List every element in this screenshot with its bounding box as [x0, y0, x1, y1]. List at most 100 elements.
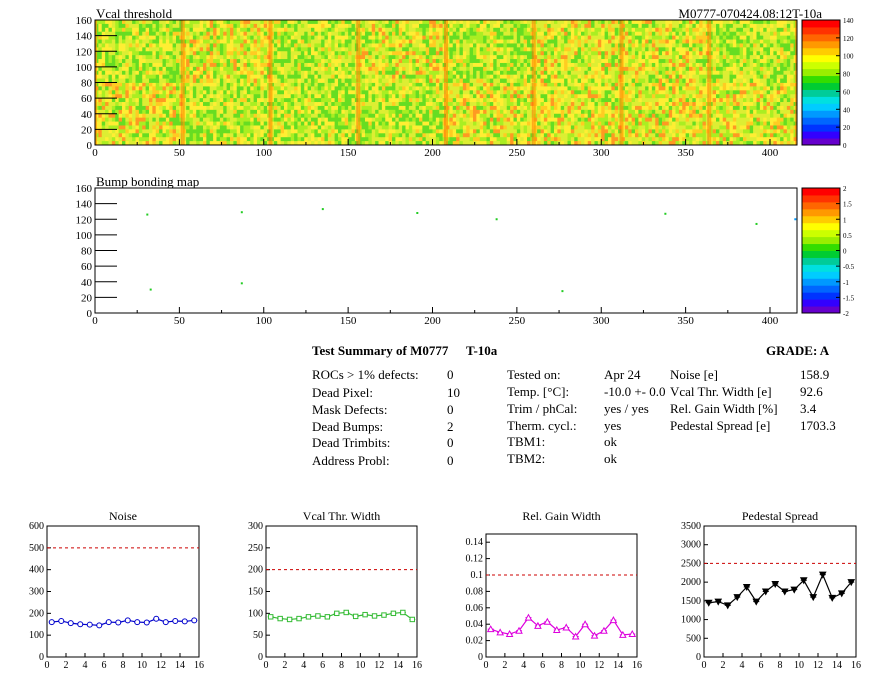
heat-cell	[115, 23, 120, 29]
heat-cell	[206, 125, 211, 130]
heat-cell	[361, 125, 366, 130]
heat-cell	[219, 74, 224, 79]
heat-cell	[408, 109, 413, 115]
heat-cell	[435, 78, 440, 83]
heat-cell	[223, 62, 228, 68]
heat-cell	[503, 98, 508, 103]
heat-cell	[162, 47, 167, 52]
heat-cell	[273, 94, 278, 99]
heat-cell	[98, 59, 103, 64]
heat-cell	[459, 43, 464, 48]
heat-cell	[489, 129, 494, 134]
heat-cell	[277, 102, 282, 107]
heat-cell	[243, 51, 248, 56]
heat-cell	[489, 86, 494, 91]
heat-cell	[385, 66, 390, 72]
heat-cell	[203, 31, 207, 37]
heat-cell	[452, 31, 457, 37]
heat-cell	[581, 31, 585, 37]
heat-cell	[516, 137, 521, 142]
heat-cell	[449, 74, 454, 79]
heat-cell	[537, 109, 541, 115]
heat-cell	[209, 125, 214, 130]
heat-cell	[496, 43, 501, 48]
heat-cell	[243, 94, 248, 99]
heat-cell	[253, 66, 258, 72]
heat-cell	[570, 98, 575, 103]
heat-cell	[540, 78, 545, 83]
heat-cell	[591, 105, 595, 111]
heat-cell	[547, 74, 552, 79]
heat-cell	[540, 31, 545, 37]
heat-cell	[601, 117, 606, 122]
heat-cell	[192, 66, 197, 72]
heat-cell	[419, 51, 423, 56]
heat-cell	[111, 23, 116, 29]
heat-cell	[452, 39, 457, 44]
heat-cell	[226, 51, 231, 56]
heat-cell	[419, 90, 423, 95]
heat-cell	[608, 94, 612, 99]
heat-cell	[273, 133, 278, 138]
heat-cell	[108, 20, 113, 25]
heat-cell	[591, 62, 595, 68]
heat-cell	[145, 78, 150, 83]
heat-cell	[469, 109, 474, 115]
heat-cell	[375, 125, 379, 130]
heat-cell	[314, 86, 319, 91]
heat-cell	[422, 109, 427, 115]
heat-cell	[145, 27, 150, 33]
heat-cell	[321, 27, 325, 33]
heat-cell	[287, 133, 292, 138]
heat-cell	[510, 141, 514, 145]
heat-cell	[186, 98, 190, 103]
heat-cell	[560, 43, 565, 48]
heat-cell	[122, 59, 126, 64]
heat-cell	[597, 121, 602, 126]
heat-cell	[263, 94, 268, 99]
heat-cell	[287, 86, 292, 91]
heat-cell	[327, 78, 332, 83]
heat-cell	[466, 66, 471, 72]
heat-cell	[368, 105, 373, 111]
heat-cell	[122, 121, 126, 126]
heat-cell	[540, 82, 545, 87]
heat-cell	[324, 39, 329, 44]
heat-cell	[506, 102, 511, 107]
heat-cell	[510, 55, 514, 60]
heat-cell	[165, 125, 170, 130]
heat-cell	[294, 43, 298, 48]
heat-cell	[132, 70, 136, 76]
heat-cell	[297, 62, 302, 68]
heat-cell	[415, 39, 420, 44]
heat-cell	[348, 74, 352, 79]
heat-cell	[570, 117, 575, 122]
heat-cell	[392, 35, 396, 40]
heat-cell	[543, 86, 548, 91]
heat-cell	[503, 20, 508, 25]
heat-cell	[155, 66, 160, 72]
heat-cell	[574, 82, 579, 87]
heat-cell	[101, 137, 106, 142]
heat-cell	[405, 59, 410, 64]
heat-cell	[216, 20, 221, 25]
heat-cell	[230, 86, 234, 91]
heat-cell	[368, 20, 373, 25]
heat-cell	[381, 105, 386, 111]
heat-cell	[213, 113, 217, 119]
heat-cell	[483, 141, 487, 145]
heat-cell	[611, 82, 616, 87]
heat-cell	[192, 23, 197, 29]
heat-cell	[118, 105, 123, 111]
heat-cell	[284, 98, 288, 103]
heat-cell	[560, 59, 565, 64]
heat-cell	[459, 133, 464, 138]
heat-cell	[277, 55, 282, 60]
heat-cell	[506, 125, 511, 130]
heat-cell	[132, 117, 136, 122]
heat-cell	[101, 62, 106, 68]
heat-cell	[240, 39, 244, 44]
heat-cell	[115, 94, 120, 99]
heat-cell	[98, 141, 103, 145]
heat-cell	[216, 74, 221, 79]
